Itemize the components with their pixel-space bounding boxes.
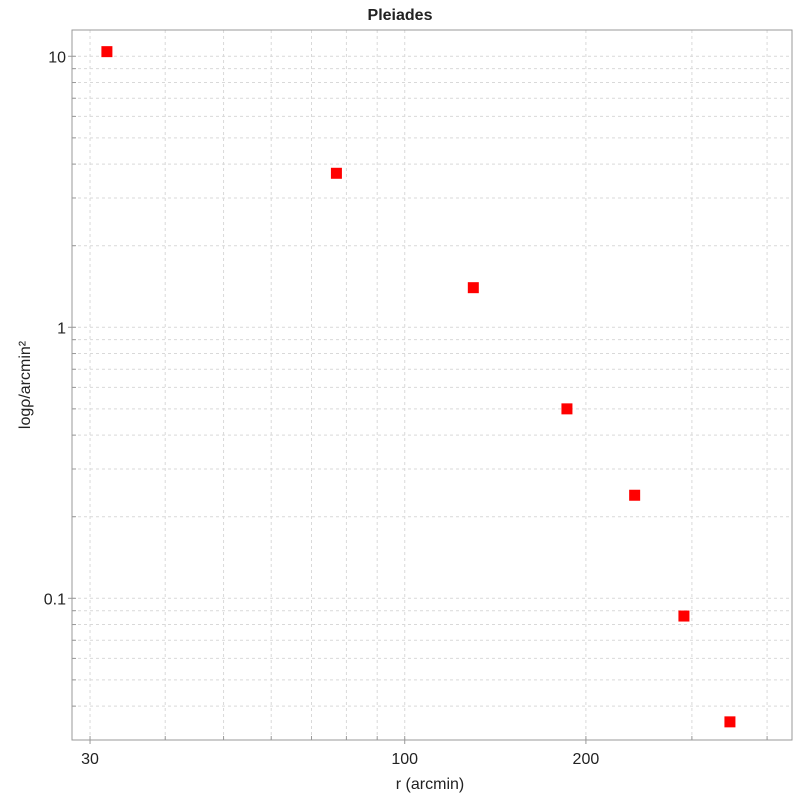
data-points (101, 46, 736, 728)
data-point-marker (629, 489, 641, 501)
chart-title: Pleiades (368, 7, 433, 24)
y-tick-label: 1 (57, 320, 66, 337)
data-point-marker (678, 610, 690, 622)
x-tick-label: 200 (573, 751, 600, 768)
x-axis-label: r (arcmin) (396, 776, 464, 793)
y-tick-label: 10 (48, 49, 66, 66)
data-point-marker (330, 167, 342, 179)
data-point-marker (467, 282, 479, 294)
x-tick-label: 30 (81, 751, 99, 768)
plot-frame (71, 29, 793, 741)
grid-lines (72, 30, 792, 741)
data-point-marker (101, 46, 113, 58)
axes: 30 100 200 0.1 1 10 (44, 49, 768, 768)
data-point-marker (724, 716, 736, 728)
y-tick-label: 0.1 (44, 591, 66, 608)
y-axis-label: logρ/arcmin² (17, 340, 34, 429)
x-tick-label: 100 (391, 751, 418, 768)
data-point-marker (561, 403, 573, 415)
